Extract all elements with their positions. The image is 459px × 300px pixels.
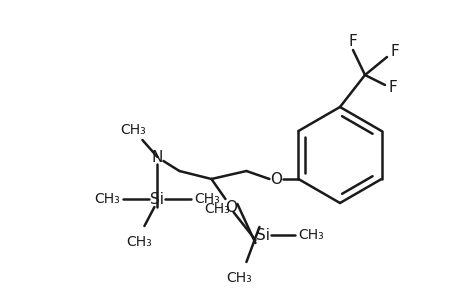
Text: CH₃: CH₃	[204, 202, 230, 216]
Text: O: O	[225, 200, 237, 214]
Text: CH₃: CH₃	[120, 123, 146, 137]
Text: CH₃: CH₃	[95, 192, 120, 206]
Text: Si: Si	[150, 191, 164, 206]
Text: Si: Si	[256, 227, 270, 242]
Text: F: F	[388, 80, 397, 95]
Text: CH₃: CH₃	[298, 228, 324, 242]
Text: F: F	[348, 34, 357, 50]
Text: CH₃: CH₃	[126, 235, 152, 249]
Text: N: N	[151, 149, 163, 164]
Text: CH₃: CH₃	[194, 192, 220, 206]
Text: O: O	[270, 172, 282, 187]
Text: F: F	[390, 44, 398, 59]
Text: CH₃: CH₃	[226, 271, 252, 285]
